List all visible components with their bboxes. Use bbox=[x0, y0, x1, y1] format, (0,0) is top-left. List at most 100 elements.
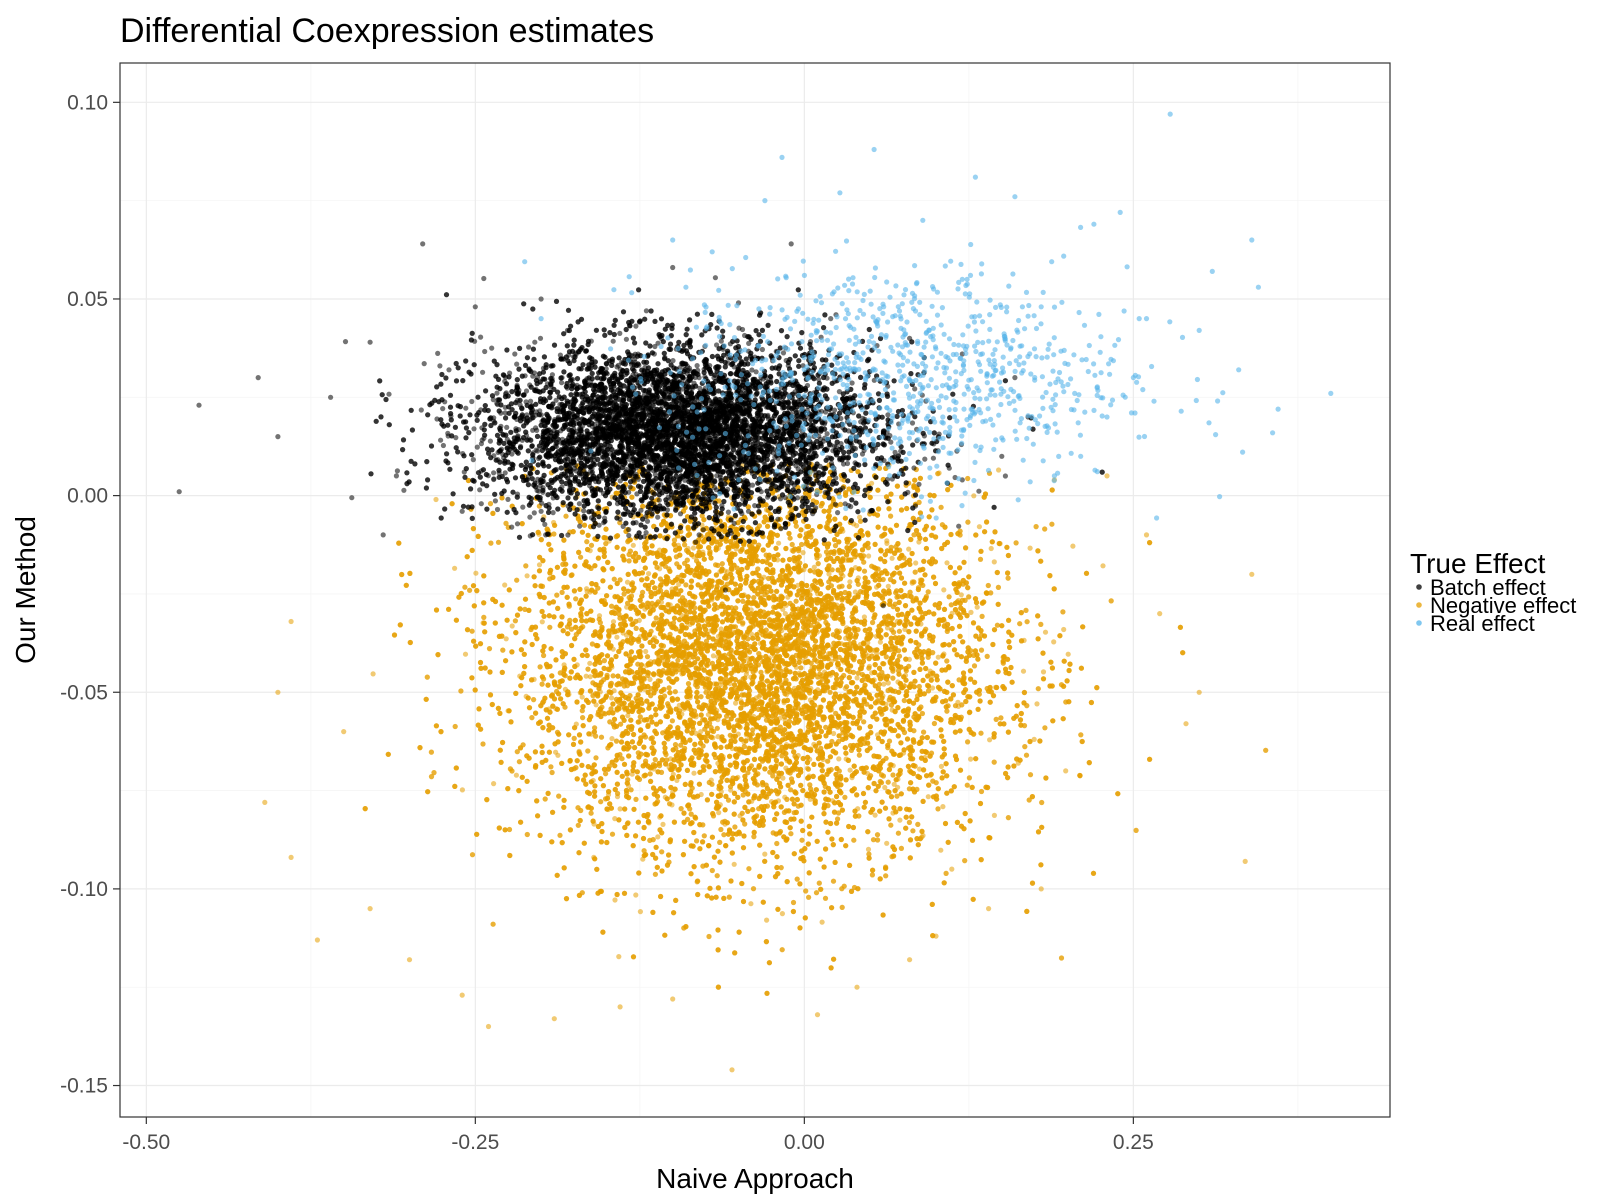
data-point bbox=[637, 909, 644, 915]
data-point bbox=[1031, 736, 1037, 743]
data-point bbox=[974, 604, 980, 610]
data-point bbox=[941, 587, 947, 593]
data-point bbox=[971, 493, 977, 499]
data-point bbox=[944, 560, 950, 566]
data-point bbox=[780, 775, 786, 781]
data-point bbox=[779, 911, 786, 917]
data-point bbox=[539, 619, 545, 625]
data-point bbox=[1040, 669, 1047, 675]
data-point bbox=[584, 586, 590, 592]
data-point bbox=[811, 564, 817, 570]
data-point bbox=[885, 680, 891, 686]
data-point bbox=[938, 847, 944, 853]
data-point bbox=[891, 781, 897, 787]
data-point bbox=[847, 767, 853, 773]
data-point bbox=[861, 614, 868, 620]
data-point bbox=[976, 524, 983, 530]
data-point bbox=[614, 634, 620, 640]
data-point bbox=[579, 694, 585, 700]
data-points bbox=[176, 111, 1334, 1073]
data-point bbox=[452, 565, 458, 571]
data-point bbox=[624, 579, 631, 585]
data-point bbox=[885, 583, 891, 589]
data-point bbox=[710, 653, 717, 659]
data-point bbox=[884, 840, 890, 846]
data-point bbox=[988, 545, 994, 552]
data-point bbox=[916, 539, 922, 545]
data-point bbox=[857, 514, 863, 520]
data-point bbox=[698, 729, 704, 735]
data-point bbox=[882, 784, 888, 791]
data-point bbox=[524, 573, 530, 579]
data-point bbox=[625, 713, 631, 719]
data-point bbox=[674, 777, 680, 784]
data-point bbox=[906, 546, 912, 552]
data-point bbox=[624, 604, 630, 610]
data-point bbox=[836, 756, 842, 762]
data-point bbox=[991, 559, 997, 565]
data-point bbox=[643, 648, 649, 655]
data-point bbox=[1065, 651, 1071, 657]
data-point bbox=[831, 730, 837, 737]
data-point bbox=[913, 560, 919, 566]
data-point bbox=[509, 623, 515, 629]
data-point bbox=[1027, 545, 1033, 551]
data-point bbox=[433, 496, 439, 503]
data-point bbox=[612, 816, 618, 822]
data-point bbox=[1020, 668, 1027, 674]
data-point bbox=[819, 919, 825, 925]
data-point bbox=[473, 570, 479, 576]
data-point bbox=[872, 812, 878, 818]
data-point bbox=[610, 619, 617, 625]
data-point bbox=[940, 804, 946, 810]
data-point bbox=[609, 736, 615, 742]
data-point bbox=[762, 851, 768, 857]
series-negative-effect bbox=[262, 461, 1269, 1073]
data-point bbox=[691, 770, 697, 776]
data-point bbox=[968, 609, 974, 616]
data-point bbox=[731, 861, 737, 867]
data-point bbox=[1034, 701, 1040, 707]
data-point bbox=[502, 582, 508, 588]
data-point bbox=[866, 553, 872, 559]
chart-title: Differential Coexpression estimates bbox=[120, 12, 654, 50]
data-point bbox=[991, 812, 998, 819]
data-point bbox=[1042, 629, 1049, 635]
data-point bbox=[370, 671, 376, 677]
data-point bbox=[1051, 639, 1057, 645]
data-point bbox=[938, 763, 945, 770]
data-point bbox=[877, 639, 884, 645]
data-point bbox=[630, 542, 636, 548]
data-point bbox=[865, 846, 872, 853]
data-point bbox=[491, 781, 497, 787]
data-point bbox=[958, 592, 964, 598]
data-point bbox=[743, 671, 750, 677]
data-point bbox=[513, 772, 520, 778]
data-point bbox=[881, 681, 887, 687]
data-point bbox=[1063, 768, 1069, 774]
data-point bbox=[764, 917, 770, 923]
data-point bbox=[617, 806, 623, 812]
data-point bbox=[718, 626, 724, 632]
data-point bbox=[536, 562, 543, 568]
data-point bbox=[462, 651, 469, 657]
data-point bbox=[1061, 626, 1067, 633]
data-point bbox=[935, 654, 941, 660]
data-point bbox=[897, 817, 903, 823]
data-point bbox=[587, 660, 593, 666]
data-point bbox=[968, 756, 974, 762]
data-point bbox=[996, 467, 1002, 473]
data-point bbox=[776, 540, 782, 546]
data-point bbox=[690, 545, 697, 551]
data-point bbox=[1070, 543, 1076, 549]
data-point bbox=[800, 550, 806, 556]
data-point bbox=[917, 766, 923, 772]
data-point bbox=[925, 794, 931, 800]
data-point bbox=[633, 892, 639, 898]
data-point bbox=[716, 810, 722, 816]
data-point bbox=[854, 523, 860, 529]
data-point bbox=[612, 897, 618, 903]
data-point bbox=[647, 676, 653, 683]
data-point bbox=[555, 752, 561, 758]
